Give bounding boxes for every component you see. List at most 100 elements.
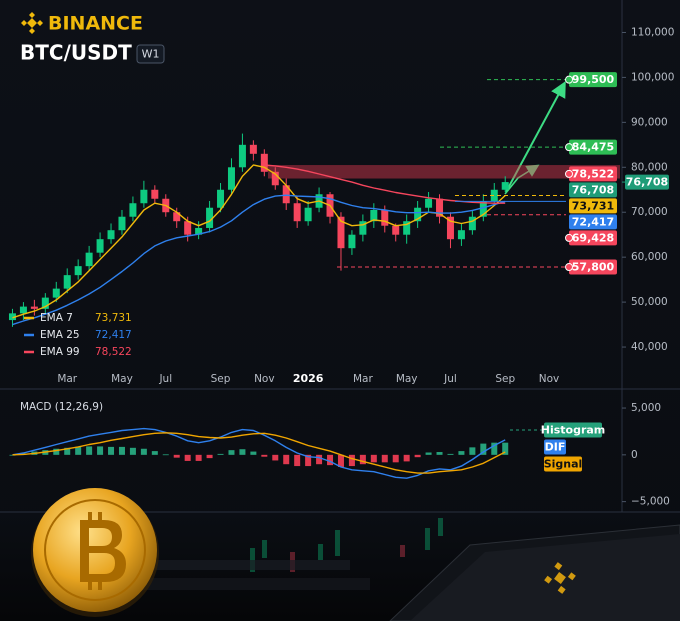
level-dot bbox=[565, 263, 573, 272]
brand: BINANCE bbox=[48, 13, 143, 35]
x-tick-label: May bbox=[396, 373, 418, 385]
candle-body bbox=[359, 221, 367, 235]
candle-body bbox=[304, 207, 312, 222]
candle-body bbox=[282, 185, 290, 204]
footer-illustration bbox=[0, 488, 680, 621]
resistance-zone bbox=[268, 165, 620, 179]
y-tick-label: 60,000 bbox=[631, 251, 668, 263]
ema-line bbox=[12, 164, 506, 319]
histogram-bar bbox=[140, 448, 147, 455]
x-tick-label: Sep bbox=[495, 373, 515, 385]
histogram-bar bbox=[97, 446, 104, 455]
price-tag: 78,522 bbox=[572, 167, 614, 180]
y-tick-label: 40,000 bbox=[631, 341, 668, 353]
last-price-marker bbox=[622, 181, 625, 183]
candle-body bbox=[249, 144, 257, 154]
interval-box bbox=[136, 44, 165, 64]
histogram-bar bbox=[64, 447, 71, 455]
histogram-bar bbox=[502, 442, 509, 455]
price-tag-box bbox=[569, 230, 617, 246]
legend-label: EMA 99 bbox=[40, 346, 80, 358]
histogram-bar bbox=[469, 447, 476, 455]
candle-body bbox=[140, 189, 148, 204]
price-tag-box bbox=[569, 259, 617, 275]
level-dot bbox=[565, 75, 573, 84]
panel-title: MACD (12,26,9) bbox=[20, 401, 103, 413]
candle-body bbox=[19, 306, 27, 314]
candle-body bbox=[381, 209, 389, 226]
candle-body bbox=[414, 207, 422, 222]
candle-body bbox=[41, 297, 49, 309]
histogram-bar bbox=[491, 442, 498, 455]
histogram-bar bbox=[436, 452, 443, 455]
level-dot bbox=[565, 233, 573, 242]
y-tick-label: 80,000 bbox=[631, 161, 668, 173]
y-tick-label: −5,000 bbox=[631, 496, 670, 508]
candle-body bbox=[337, 216, 345, 249]
histogram-bar bbox=[217, 453, 224, 455]
legend-tag-box bbox=[544, 422, 602, 438]
price-tag-box bbox=[569, 214, 617, 230]
x-tick-label: Nov bbox=[539, 373, 560, 385]
histogram-bar bbox=[327, 454, 334, 466]
y-tick-label: 70,000 bbox=[631, 206, 668, 218]
price-tag: 84,475 bbox=[572, 141, 614, 154]
candle-body bbox=[490, 189, 498, 201]
histogram-bar bbox=[359, 454, 366, 465]
histogram-bar bbox=[129, 447, 136, 455]
candle-body bbox=[30, 306, 38, 309]
candle-body bbox=[370, 209, 378, 222]
x-tick-label: Jul bbox=[158, 373, 172, 385]
candle-body bbox=[107, 230, 115, 240]
price-tag-box bbox=[569, 166, 617, 182]
price-tag-box bbox=[569, 198, 617, 214]
x-tick-label: May bbox=[111, 373, 133, 385]
candle-body bbox=[348, 234, 356, 249]
price-tag: 69,428 bbox=[572, 231, 614, 244]
ema-line bbox=[12, 194, 506, 326]
interval: W1 bbox=[142, 48, 160, 61]
histogram-bar bbox=[480, 443, 487, 455]
y-tick-label: 100,000 bbox=[631, 71, 674, 83]
candle-body bbox=[206, 207, 214, 228]
candle-body bbox=[96, 239, 104, 253]
y-tick-label: 110,000 bbox=[631, 26, 674, 38]
histogram-bar bbox=[458, 451, 465, 455]
histogram-bar bbox=[414, 454, 421, 458]
legend-label: EMA 7 bbox=[40, 312, 73, 324]
x-tick-label: Nov bbox=[254, 373, 275, 385]
y-tick-label: 5,000 bbox=[631, 402, 661, 414]
histogram-bar bbox=[316, 454, 323, 465]
legend-tag: Histogram bbox=[541, 424, 606, 437]
candle-body bbox=[52, 288, 60, 298]
candle-body bbox=[217, 189, 225, 208]
legend-label: EMA 25 bbox=[40, 329, 80, 341]
pair: BTC/USDT bbox=[20, 41, 132, 65]
price-tag-box bbox=[569, 72, 617, 88]
legend-tag-box bbox=[544, 456, 582, 472]
axis-price-tag: 76,708 bbox=[626, 176, 668, 189]
candle-body bbox=[74, 266, 82, 276]
candle-body bbox=[129, 203, 137, 217]
candle-body bbox=[293, 203, 301, 222]
histogram-bar bbox=[250, 451, 257, 455]
candle-body bbox=[151, 189, 159, 199]
price-tag: 57,800 bbox=[572, 261, 615, 274]
candle-body bbox=[173, 212, 181, 222]
legend-tag-box bbox=[544, 439, 566, 455]
histogram-bar bbox=[239, 449, 246, 455]
price-tag: 76,708 bbox=[572, 183, 614, 196]
histogram-bar bbox=[348, 454, 355, 467]
y-tick-label: 90,000 bbox=[631, 116, 668, 128]
histogram-bar bbox=[294, 454, 301, 467]
macd-line bbox=[12, 432, 506, 474]
candle-body bbox=[85, 252, 93, 267]
histogram-bar bbox=[337, 454, 344, 468]
x-tick-label: Sep bbox=[211, 373, 231, 385]
legend-value: 78,522 bbox=[95, 346, 132, 358]
histogram-bar bbox=[272, 454, 279, 461]
legend-tag: DIF bbox=[545, 441, 566, 454]
histogram-bar bbox=[403, 454, 410, 462]
x-tick-label: Jul bbox=[443, 373, 457, 385]
